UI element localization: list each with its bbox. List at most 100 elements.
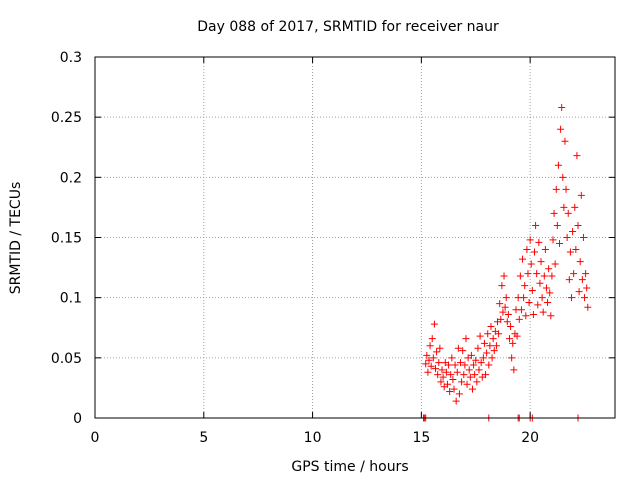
data-point: [536, 279, 544, 287]
data-point: [486, 342, 494, 350]
data-point: [516, 272, 524, 280]
data-point: [552, 185, 560, 193]
y-axis: 0 0.05 0.1 0.15 0.2 0.25 0.3: [51, 50, 615, 427]
data-point: [424, 368, 432, 376]
data-point: [425, 356, 433, 364]
data-point: [522, 312, 530, 320]
data-point: [556, 240, 564, 248]
data-point: [430, 320, 438, 328]
data-point: [571, 203, 579, 211]
data-point: [434, 371, 442, 379]
data-point: [539, 308, 547, 316]
x-axis: 0 5 10 15 20: [91, 57, 539, 446]
data-point: [551, 260, 559, 268]
data-point: [426, 342, 434, 350]
data-point: [549, 236, 557, 244]
data-point: [581, 294, 589, 302]
data-point: [515, 315, 523, 323]
data-point: [553, 221, 561, 229]
data-point: [453, 368, 461, 376]
y-tick-label: 0.3: [60, 50, 82, 66]
data-point: [477, 359, 485, 367]
y-tick-label: 0: [73, 411, 82, 427]
data-point: [496, 300, 504, 308]
data-point: [564, 209, 572, 217]
data-point: [563, 234, 571, 241]
data-point: [461, 361, 469, 369]
data-point: [428, 335, 436, 343]
data-point: [524, 270, 532, 278]
data-point: [467, 351, 475, 359]
data-point: [473, 378, 481, 386]
data-point: [465, 366, 473, 374]
y-tick-label: 0.15: [51, 231, 82, 247]
data-point: [476, 332, 484, 340]
data-point: [538, 294, 546, 302]
data-point: [468, 385, 476, 393]
data-point: [530, 248, 538, 256]
data-point: [546, 289, 554, 297]
data-point: [576, 258, 584, 266]
data-point: [529, 311, 537, 319]
y-tick-label: 0.05: [51, 351, 82, 367]
data-point: [504, 311, 512, 319]
data-point: [463, 380, 471, 388]
data-point: [534, 301, 542, 309]
data-point: [544, 298, 552, 306]
data-point: [501, 303, 509, 311]
data-point: [583, 284, 591, 292]
data-point: [462, 335, 470, 343]
data-point: [559, 173, 567, 181]
data-point: [479, 354, 487, 362]
data-point: [445, 361, 453, 369]
plot-area: [95, 57, 615, 418]
y-tick-label: 0.2: [60, 170, 82, 186]
data-point: [540, 272, 548, 280]
data-point: [498, 282, 506, 290]
data-point: [482, 371, 490, 379]
data-point: [475, 366, 483, 374]
data-point: [455, 390, 463, 398]
data-point: [577, 191, 585, 199]
data-point: [490, 347, 498, 355]
data-point: [584, 303, 592, 311]
data-point: [448, 354, 456, 362]
data-point: [517, 306, 525, 314]
data-point: [495, 330, 503, 338]
data-point: [519, 255, 527, 263]
data-point: [458, 378, 466, 386]
data-point: [499, 308, 507, 316]
data-point: [447, 371, 455, 379]
data-point: [422, 360, 430, 368]
data-point: [558, 104, 566, 112]
data-point: [525, 298, 533, 306]
data-point: [443, 380, 451, 388]
data-point: [528, 286, 536, 294]
data-point: [484, 330, 492, 338]
data-point: [542, 284, 550, 292]
data-point: [533, 270, 541, 278]
x-tick-label: 20: [521, 430, 539, 446]
data-point: [503, 318, 511, 326]
data-point: [437, 378, 445, 386]
data-point: [509, 339, 517, 347]
data-point: [566, 248, 574, 256]
data-point: [435, 359, 443, 367]
data-point: [562, 185, 570, 193]
x-axis-label: GPS time / hours: [291, 459, 408, 475]
data-point: [578, 276, 586, 284]
data-point: [488, 354, 496, 362]
data-point: [485, 361, 493, 369]
data-point: [452, 397, 460, 405]
data-point: [442, 368, 450, 376]
data-point: [569, 227, 577, 235]
x-tick-label: 10: [304, 430, 322, 446]
data-point: [572, 246, 580, 254]
data-point: [547, 312, 555, 320]
data-point: [567, 294, 575, 302]
data-point: [497, 315, 505, 323]
data-point: [446, 388, 454, 396]
data-point: [508, 354, 516, 362]
data-point: [573, 152, 581, 160]
